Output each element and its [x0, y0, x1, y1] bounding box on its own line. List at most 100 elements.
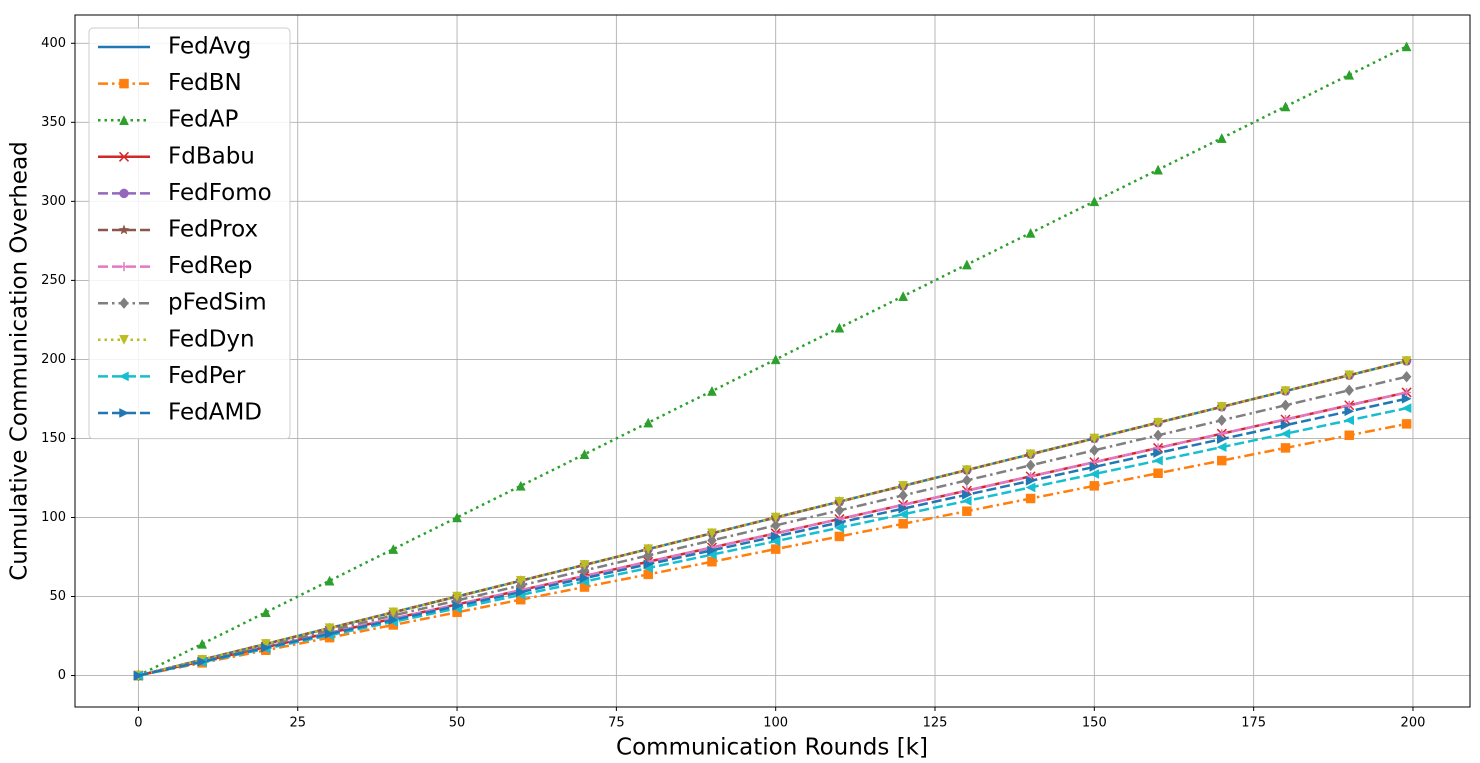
legend-label: FedFomo: [168, 180, 272, 206]
legend-marker: [118, 371, 129, 382]
y-tick-label: 0: [58, 668, 66, 683]
x-tick-label: 200: [1401, 716, 1426, 731]
marker: [707, 528, 717, 539]
x-tick-label: 125: [923, 716, 948, 731]
legend-marker: [119, 297, 129, 309]
marker: [1089, 433, 1100, 444]
marker: [1153, 164, 1163, 175]
marker: [1025, 475, 1036, 486]
legend-label: FedProx: [168, 217, 258, 243]
marker: [962, 489, 972, 500]
legend-marker: [119, 188, 129, 199]
marker: [452, 601, 463, 611]
marker: [961, 495, 972, 506]
legend-box: [88, 27, 291, 440]
marker: [1280, 386, 1291, 397]
x-axis-label: Communication Rounds [k]: [616, 735, 928, 761]
marker: [133, 670, 144, 681]
marker: [1401, 356, 1412, 367]
marker: [707, 385, 717, 396]
marker: [197, 638, 208, 649]
x-tick-label: 100: [763, 716, 788, 731]
marker: [1344, 430, 1354, 441]
marker: [1025, 482, 1036, 493]
marker: [516, 587, 526, 597]
marker: [1089, 481, 1100, 491]
marker: [707, 534, 717, 547]
marker: [1153, 417, 1163, 428]
marker: [961, 259, 972, 270]
legend-label: FedRep: [168, 253, 252, 279]
marker: [770, 519, 781, 532]
marker: [834, 522, 845, 533]
legend-label: FedAP: [168, 107, 238, 133]
marker: [1025, 493, 1036, 504]
x-tick-label: 25: [289, 716, 306, 731]
y-tick-label: 100: [41, 510, 66, 525]
legend-marker: [119, 408, 130, 418]
marker: [1217, 434, 1227, 444]
marker: [1401, 419, 1412, 429]
marker: [1216, 442, 1227, 453]
marker: [324, 575, 335, 586]
marker: [260, 639, 271, 649]
marker: [1280, 428, 1291, 439]
marker: [898, 503, 909, 514]
marker: [770, 531, 781, 542]
marker: [388, 607, 399, 618]
marker: [388, 615, 399, 625]
marker: [961, 465, 972, 476]
marker: [962, 474, 972, 487]
marker: [1152, 455, 1163, 466]
marker: [324, 628, 335, 639]
legend-marker: [119, 262, 129, 272]
marker: [1280, 443, 1291, 453]
marker: [1217, 455, 1227, 466]
marker: [1344, 384, 1355, 397]
marker: [260, 607, 271, 618]
legend-marker: [118, 151, 130, 162]
marker: [898, 509, 908, 520]
marker: [643, 544, 654, 555]
marker: [1401, 41, 1412, 52]
x-tick-label: 175: [1241, 716, 1266, 731]
marker: [324, 623, 335, 634]
marker: [1153, 429, 1163, 442]
marker: [834, 531, 845, 542]
marker: [834, 517, 845, 528]
marker: [1344, 69, 1355, 80]
series-line: [138, 375, 1407, 677]
marker: [515, 575, 526, 586]
marker: [515, 480, 526, 491]
marker: [579, 560, 590, 570]
legend-label: FdBabu: [168, 143, 255, 169]
marker: [1402, 387, 1412, 397]
marker: [579, 449, 590, 460]
legend-label: FedAMD: [168, 400, 262, 426]
marker: [643, 417, 654, 428]
marker: [1280, 420, 1291, 431]
marker: [1401, 370, 1412, 383]
marker: [261, 642, 271, 653]
marker: [643, 559, 654, 570]
marker: [1344, 400, 1354, 410]
y-tick-label: 250: [41, 273, 66, 288]
legend-marker: [119, 115, 129, 125]
legend-marker: [118, 224, 130, 235]
y-tick-label: 300: [41, 194, 66, 209]
legend-marker: [119, 335, 129, 345]
marker: [770, 354, 781, 365]
x-tick-label: 75: [608, 716, 625, 731]
marker: [770, 544, 781, 554]
marker: [1089, 461, 1100, 472]
marker: [898, 291, 909, 301]
marker: [898, 519, 908, 529]
marker: [1401, 403, 1412, 414]
marker: [834, 322, 845, 333]
marker: [1344, 406, 1355, 417]
x-tick-label: 0: [134, 716, 142, 731]
y-tick-label: 400: [41, 36, 66, 51]
marker: [1089, 196, 1100, 207]
x-tick-label: 150: [1082, 716, 1107, 731]
marker: [1280, 399, 1291, 412]
